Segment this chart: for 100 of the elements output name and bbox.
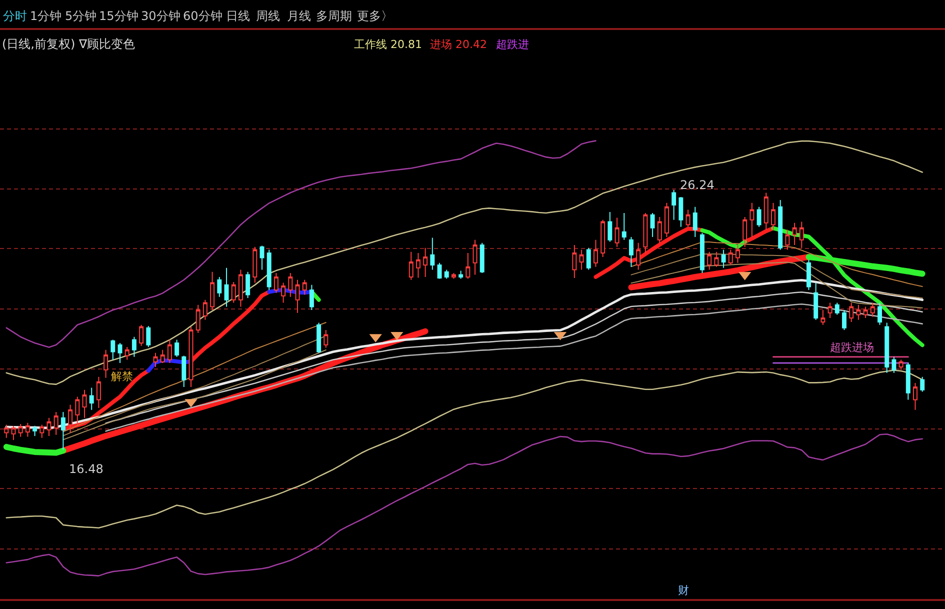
candlestick: [89, 387, 94, 410]
text: 60分钟: [183, 9, 222, 23]
candlestick: [834, 302, 840, 316]
candlestick: [920, 376, 925, 392]
candlestick: [295, 279, 300, 314]
candlestick: [579, 249, 584, 270]
candlestick: [252, 246, 258, 284]
candlestick: [238, 269, 243, 308]
candlestick: [878, 302, 882, 326]
text: 多周期: [316, 9, 352, 23]
candlestick: [650, 212, 655, 238]
candlestick: [728, 249, 733, 266]
candlestick: [636, 242, 641, 270]
candlestick: [104, 349, 108, 378]
candlestick: [750, 202, 754, 238]
candlestick: [771, 202, 776, 230]
candlestick: [622, 212, 626, 240]
candlestick: [60, 412, 66, 450]
candlestick: [288, 272, 293, 298]
candlestick: [54, 412, 58, 436]
candlestick: [25, 422, 30, 438]
candlestick: [672, 189, 676, 220]
candlestick: [188, 326, 194, 388]
candlestick: [416, 252, 420, 278]
candlestick: [132, 336, 136, 358]
candlestick: [778, 199, 783, 250]
candlestick: [281, 282, 286, 304]
candlestick: [139, 324, 144, 346]
candlestick: [18, 423, 23, 438]
candlestick: [792, 222, 797, 246]
text: 更多〉: [357, 9, 393, 23]
candlestick: [820, 309, 826, 326]
candlestick: [608, 211, 612, 242]
candlestick: [246, 271, 250, 298]
candlestick: [686, 209, 690, 228]
candlestick: [572, 244, 577, 279]
candlestick: [586, 247, 591, 270]
candlestick: [423, 247, 428, 278]
candlestick: [11, 425, 16, 440]
text: 月线: [287, 9, 311, 23]
annotation: 进场 20.42: [430, 38, 487, 51]
candlestick: [153, 352, 158, 368]
candlestick: [849, 302, 854, 322]
annotation: 财: [678, 584, 689, 597]
candlestick: [692, 206, 698, 238]
candlestick: [4, 424, 9, 438]
annotation: 26.24: [680, 178, 714, 192]
candlestick: [814, 282, 818, 320]
candlestick: [224, 267, 229, 308]
candlestick: [842, 309, 846, 330]
annotation: 16.48: [69, 462, 104, 476]
candlestick: [68, 404, 73, 434]
candlestick: [614, 217, 620, 248]
candlestick: [174, 339, 180, 358]
candlestick: [678, 196, 684, 228]
candlestick: [898, 359, 904, 370]
annotation: 工作线 20.81: [354, 38, 422, 51]
candlestick: [863, 306, 868, 318]
candlestick: [202, 299, 208, 320]
candlestick: [736, 244, 740, 264]
candlestick: [75, 396, 80, 426]
candlestick: [309, 284, 314, 310]
candlestick: [110, 339, 116, 360]
text: (日线,前复权) ∇顾比变色: [2, 37, 136, 52]
candlestick: [260, 245, 264, 270]
candlestick: [182, 355, 186, 388]
text: 30分钟: [141, 9, 180, 23]
candlestick: [32, 425, 38, 436]
annotation: 超跌进: [496, 38, 529, 51]
candlestick: [82, 389, 87, 418]
candlestick: [160, 349, 165, 364]
candlestick: [458, 270, 464, 280]
candlestick: [266, 249, 272, 290]
candlestick: [870, 302, 875, 318]
candlestick: [785, 229, 790, 250]
candlestick: [316, 322, 322, 354]
candlestick: [210, 271, 215, 310]
candlestick: [714, 251, 719, 268]
candlestick: [742, 216, 748, 248]
candlestick: [217, 276, 222, 298]
candlestick: [593, 239, 598, 268]
candlestick: [707, 251, 712, 270]
candlestick: [892, 356, 896, 374]
candlestick: [480, 242, 484, 274]
candlestick: [46, 417, 52, 436]
candlestick: [643, 212, 648, 254]
candlestick: [472, 239, 478, 276]
candlestick: [451, 272, 456, 280]
candlestick: [146, 325, 151, 348]
annotation: 超跌进场: [830, 341, 874, 354]
candlestick: [657, 216, 662, 244]
candlestick: [274, 272, 278, 294]
candlestick: [856, 304, 861, 320]
candlestick: [828, 302, 832, 318]
text: 周线: [256, 9, 280, 23]
candlestick: [124, 346, 130, 360]
candlestick: [806, 259, 811, 290]
text: 分时: [3, 9, 27, 23]
candlestick: [231, 282, 236, 304]
candlestick: [764, 192, 768, 230]
